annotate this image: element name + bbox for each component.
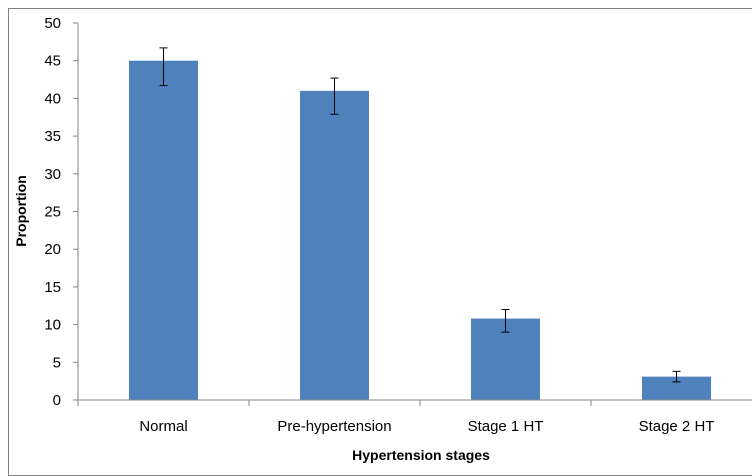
y-tick-label: 15	[44, 279, 61, 296]
x-tick-label: Stage 2 HT	[639, 418, 715, 435]
y-tick-label: 45	[44, 53, 61, 70]
y-tick-label: 5	[53, 354, 61, 371]
y-tick-label: 40	[44, 90, 61, 107]
y-tick-label: 50	[44, 15, 61, 32]
bar	[129, 60, 198, 400]
bar	[300, 90, 369, 401]
x-tick-label: Stage 1 HT	[468, 418, 544, 435]
y-tick-label: 0	[53, 392, 61, 409]
x-axis-title: Hypertension stages	[352, 447, 490, 463]
y-tick-label: 25	[44, 204, 61, 221]
x-tick-label: Normal	[139, 418, 187, 435]
y-tick-label: 20	[44, 241, 61, 258]
y-axis-ticks: 0 5 10 15 20 25 30 35 40 45 50	[44, 15, 78, 409]
x-tick-label: Pre-hypertension	[277, 418, 391, 435]
error-bar-series	[159, 47, 681, 383]
bar	[642, 376, 711, 400]
y-axis-title: Proportion	[13, 175, 29, 247]
x-axis-ticks: Normal Pre-hypertension Stage 1 HT Stage 2 …	[77, 400, 715, 435]
y-tick-label: 35	[44, 128, 61, 145]
y-tick-label: 10	[44, 317, 61, 334]
bar-series	[129, 60, 711, 401]
y-tick-label: 30	[44, 166, 61, 183]
